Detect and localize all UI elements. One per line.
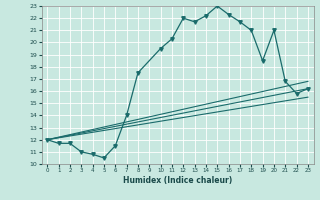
- X-axis label: Humidex (Indice chaleur): Humidex (Indice chaleur): [123, 176, 232, 185]
